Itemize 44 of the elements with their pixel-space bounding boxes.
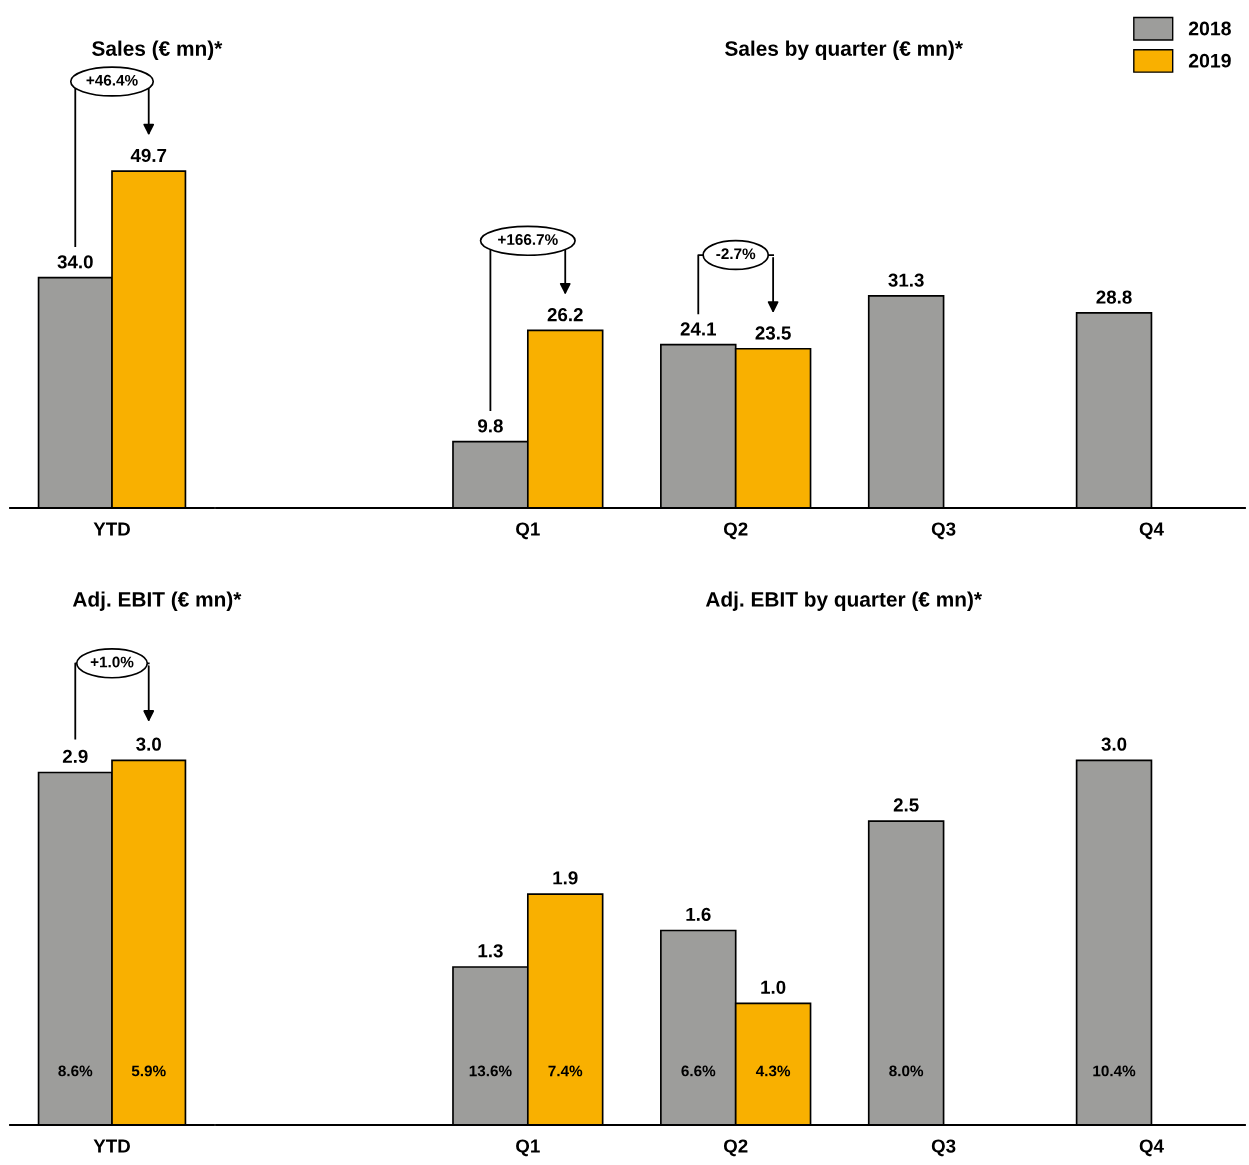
- text: +46.4%: [86, 74, 138, 86]
- annotation: 8.0%: [889, 1065, 924, 1077]
- annotation: 13.6%: [469, 1065, 512, 1077]
- x-tick-label: YTD: [93, 1139, 130, 1153]
- data-label: 1.3: [478, 944, 503, 958]
- chart-title: Sales (€ mn)*: [92, 40, 223, 60]
- data-label: 1.6: [686, 907, 711, 921]
- data-label: 2.9: [62, 749, 88, 763]
- x-tick-label: Q3: [931, 522, 956, 540]
- x-tick-label: Q2: [723, 522, 748, 540]
- data-label: 31.3: [888, 273, 924, 287]
- text: -2.7%: [716, 248, 756, 260]
- x-tick-label: Q1: [516, 1139, 540, 1157]
- data-label: 23.5: [755, 326, 791, 340]
- annotation: 8.6%: [58, 1065, 93, 1077]
- x-tick-label: Q4: [1139, 1139, 1164, 1157]
- annotation: 4.3%: [755, 1065, 791, 1077]
- x-tick-label: Q3: [931, 1139, 956, 1157]
- x-tick-label: YTD: [93, 522, 130, 536]
- x-tick-label: Q4: [1139, 522, 1164, 540]
- data-label: 34.0: [57, 255, 93, 269]
- x-tick-label: Q1: [516, 522, 540, 540]
- annotation: 7.4%: [548, 1065, 583, 1077]
- chart-title: Sales by quarter (€ mn)*: [725, 40, 963, 60]
- text: +166.7%: [498, 234, 558, 245]
- data-label: 26.2: [547, 308, 583, 322]
- data-label: 1.0: [761, 980, 786, 994]
- data-label: 3.0: [136, 737, 161, 751]
- data-label: 2.5: [893, 798, 919, 812]
- legend-label: 2018: [1188, 21, 1231, 36]
- data-label: 9.8: [478, 419, 503, 433]
- chart-title: Adj. EBIT by quarter (€ mn)*: [705, 591, 982, 611]
- legend-label: 2019: [1188, 53, 1231, 68]
- annotation: 5.9%: [131, 1065, 166, 1077]
- data-label: 1.9: [553, 871, 578, 885]
- data-label: 24.1: [680, 322, 716, 336]
- x-tick-label: Q2: [723, 1139, 748, 1157]
- annotation: 10.4%: [1093, 1065, 1136, 1077]
- data-label: 49.7: [130, 148, 167, 163]
- text: +1.0%: [90, 656, 134, 668]
- data-label: 28.8: [1096, 290, 1132, 304]
- annotation: 6.6%: [681, 1065, 716, 1077]
- chart-title: Adj. EBIT (€ mn)*: [72, 591, 242, 611]
- data-label: 3.0: [1101, 737, 1127, 751]
